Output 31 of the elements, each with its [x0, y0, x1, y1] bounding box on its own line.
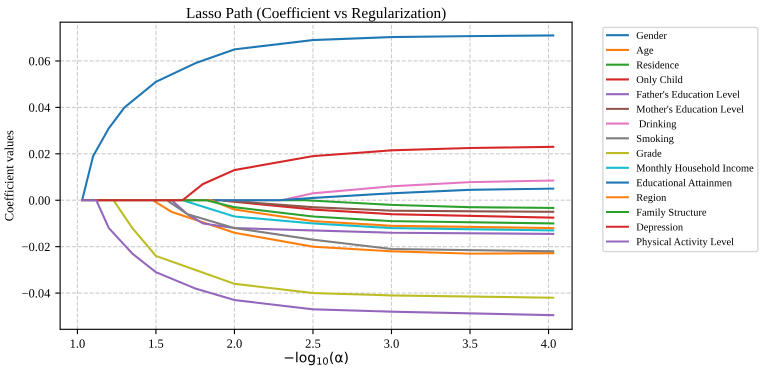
x-tick-label: 1.0 [70, 339, 85, 348]
legend-label: Gender [636, 32, 667, 39]
x-axis-title: −log$_{10}$(α) [284, 352, 348, 366]
x-tick-label: 1.5 [149, 339, 164, 348]
legend-label: Grade [636, 150, 662, 157]
y-tick-label: 0.02 [29, 150, 50, 158]
y-tick-label: 0.00 [29, 196, 50, 205]
legend-label: Only Child [636, 76, 683, 86]
legend-label: Physical Activity Level [636, 238, 734, 248]
x-tick-label: 4.0 [540, 339, 556, 348]
legend-label: Father's Education Level [636, 90, 740, 98]
legend-label: Monthly Household Income [636, 164, 754, 174]
x-tick-label: 3.5 [462, 339, 478, 348]
legend-label: Depression [636, 224, 683, 233]
y-axis-title: Coefficient values [4, 130, 14, 221]
y-tick-label: −0.02 [22, 242, 50, 252]
x-tick-label: 2.0 [227, 339, 242, 348]
legend-label: Region [636, 194, 666, 204]
legend-label: Family Structure [636, 208, 706, 218]
y-tick-label: 0.06 [29, 56, 50, 66]
chart-title: Lasso Path (Coefficient vs Regularization) [186, 7, 446, 22]
legend-label: Drinking [639, 120, 676, 130]
y-tick-label: 0.04 [29, 103, 50, 112]
legend-label: Smoking [636, 134, 674, 144]
legend-label: Educational Attainmen [636, 178, 732, 186]
legend-label: Residence [636, 61, 679, 68]
legend-label: Age [636, 46, 654, 56]
x-tick-label: 3.0 [384, 339, 399, 348]
y-tick-label: −0.04 [22, 289, 50, 298]
x-tick-label: 2.5 [306, 339, 320, 348]
legend-label: Mother's Education Level [636, 105, 744, 113]
